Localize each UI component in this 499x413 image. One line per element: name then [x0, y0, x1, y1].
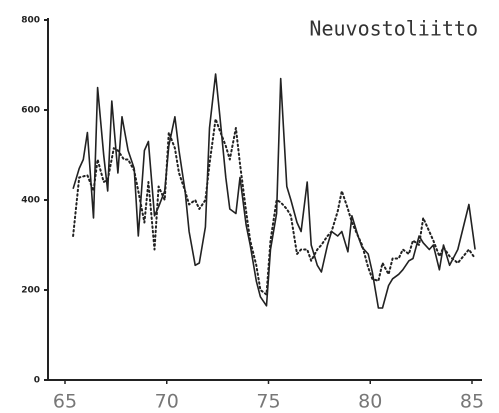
y-tick-label: 0: [34, 376, 40, 386]
x-tick-label: 75: [256, 391, 280, 413]
chart-title: Neuvostoliitto: [309, 17, 478, 41]
x-tick-label: 80: [358, 391, 382, 413]
y-tick-label: 600: [21, 106, 40, 116]
series-line: [72, 118, 477, 296]
y-tick-label: 400: [21, 196, 40, 206]
series-line: [72, 73, 476, 309]
y-tick-label: 800: [21, 16, 40, 26]
x-tick-label: 65: [53, 391, 77, 413]
x-tick-label: 70: [155, 391, 179, 413]
x-tick-label: 85: [460, 391, 484, 413]
y-tick-label: 200: [21, 286, 40, 296]
